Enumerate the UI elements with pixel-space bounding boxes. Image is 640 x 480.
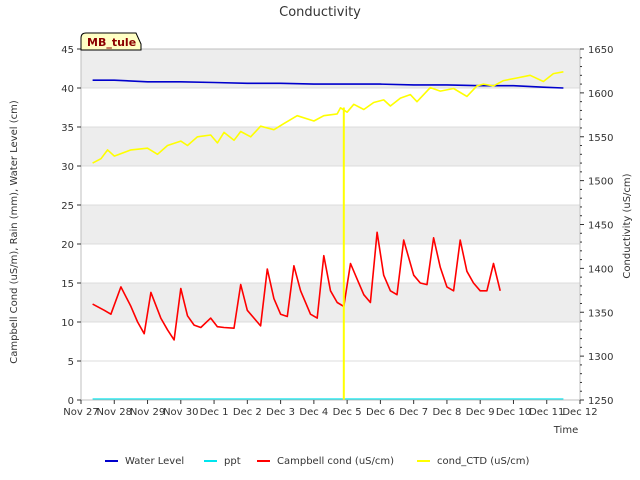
right-axis: 1250 1300 1350 1400 1450 1500 1550 1600 1650 <box>580 45 613 407</box>
y-left-tick-label-40: 40 <box>61 84 74 95</box>
legend-label-campbell-cond: Campbell cond (uS/cm) <box>277 456 394 467</box>
site-label: MB_tule <box>80 32 142 51</box>
legend-label-cond-ctd: cond_CTD (uS/cm) <box>437 456 529 467</box>
x-tick-label-3: Nov 30 <box>163 407 198 418</box>
y-right-tick-label-1650: 1650 <box>588 45 613 56</box>
y-right-tick-label-1500: 1500 <box>588 177 613 188</box>
left-axis: 0 5 10 15 20 25 30 35 40 45 <box>61 45 81 407</box>
legend: Water Level ppt Campbell cond (uS/cm) co… <box>105 456 529 467</box>
x-tick-label-5: Dec 2 <box>233 407 262 418</box>
legend-item-water-level: Water Level <box>105 456 184 467</box>
band-2 <box>81 127 580 166</box>
y-left-tick-label-25: 25 <box>61 201 74 212</box>
y-left-tick-label-35: 35 <box>61 123 74 134</box>
y-right-tick-label-1450: 1450 <box>588 221 613 232</box>
x-tick-label-1: Nov 28 <box>97 407 132 418</box>
x-axis-label: Time <box>553 425 578 436</box>
y-left-tick-label-10: 10 <box>61 318 74 329</box>
x-tick-label-4: Dec 1 <box>200 407 229 418</box>
x-tick-label-15: Dec 12 <box>562 407 597 418</box>
x-tick-label-13: Dec 10 <box>496 407 531 418</box>
y-right-tick-label-1250: 1250 <box>588 396 613 407</box>
x-tick-label-0: Nov 27 <box>63 407 98 418</box>
series-water-level <box>92 79 564 89</box>
y-right-tick-label-1300: 1300 <box>588 352 613 363</box>
band-1 <box>81 205 580 244</box>
y-left-tick-label-30: 30 <box>61 162 74 173</box>
x-tick-label-7: Dec 4 <box>299 407 328 418</box>
y-left-tick-label-15: 15 <box>61 279 74 290</box>
x-tick-label-10: Dec 7 <box>399 407 428 418</box>
series-campbell-cond-us-cm <box>92 231 501 341</box>
y-left-tick-label-45: 45 <box>61 45 74 56</box>
x-tick-label-11: Dec 8 <box>432 407 461 418</box>
y-left-tick-label-0: 0 <box>68 396 74 407</box>
x-tick-label-8: Dec 5 <box>333 407 362 418</box>
x-tick-label-9: Dec 6 <box>366 407 395 418</box>
y-left-tick-label-20: 20 <box>61 240 74 251</box>
y-right-tick-label-1400: 1400 <box>588 264 613 275</box>
series-layer <box>92 71 564 400</box>
legend-item-cond-ctd: cond_CTD (uS/cm) <box>417 456 529 467</box>
legend-item-campbell-cond: Campbell cond (uS/cm) <box>257 456 394 467</box>
site-label-text: MB_tule <box>87 36 136 49</box>
y-axis-left-label: Campbell Cond (uS/m), Rain (mm), Water L… <box>9 100 20 364</box>
y-right-tick-label-1350: 1350 <box>588 308 613 319</box>
y-right-tick-label-1550: 1550 <box>588 133 613 144</box>
x-tick-label-14: Dec 11 <box>529 407 564 418</box>
legend-item-ppt: ppt <box>204 456 241 467</box>
x-tick-label-6: Dec 3 <box>266 407 295 418</box>
y-right-tick-label-1600: 1600 <box>588 89 613 100</box>
y-axis-right-label: Conductivity (uS/cm) <box>622 173 633 278</box>
series-cond-ctd-us-cm <box>92 71 564 164</box>
y-left-tick-label-5: 5 <box>68 357 74 368</box>
chart-title: Conductivity <box>279 5 361 20</box>
legend-label-ppt: ppt <box>224 456 241 467</box>
x-tick-label-2: Nov 29 <box>130 407 165 418</box>
site-label-box <box>80 32 142 51</box>
legend-label-water-level: Water Level <box>125 456 184 467</box>
x-tick-label-12: Dec 9 <box>466 407 495 418</box>
